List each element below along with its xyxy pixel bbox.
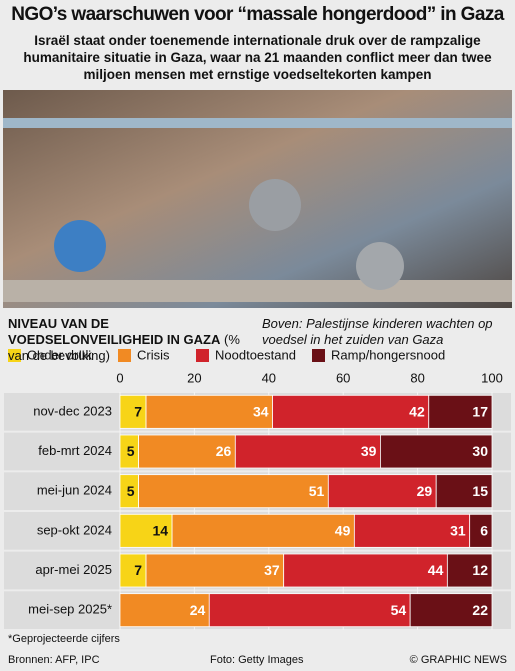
value-label: 30	[472, 443, 488, 459]
value-label: 26	[216, 443, 232, 459]
y-tick-label: sep-okt 2024	[37, 522, 112, 537]
bar-segment	[446, 553, 493, 588]
value-label: 15	[472, 483, 488, 499]
bar-segment	[234, 434, 381, 469]
legend-label: Noodtoestand	[215, 347, 296, 362]
photo-bowl	[54, 220, 106, 272]
value-label: 5	[127, 443, 135, 459]
x-tick-label: 20	[187, 370, 201, 385]
bar-segment	[469, 513, 493, 548]
bar-segment	[435, 474, 493, 509]
legend-swatch	[8, 349, 21, 362]
y-tick-label: mei-jun 2024	[37, 483, 112, 498]
legend-swatch	[118, 349, 131, 362]
value-label: 24	[190, 602, 206, 618]
value-label: 49	[335, 523, 351, 539]
legend-label: Crisis	[137, 347, 170, 362]
value-label: 39	[361, 443, 377, 459]
value-label: 37	[264, 562, 280, 578]
value-label: 7	[134, 404, 142, 420]
bar-segment	[145, 553, 285, 588]
footnote: *Geprojecteerde cijfers	[8, 633, 120, 645]
value-label: 51	[309, 483, 325, 499]
value-label: 54	[391, 602, 407, 618]
bar-segment	[353, 513, 471, 548]
legend-label: Onder druk	[27, 347, 93, 362]
bar-segment	[409, 593, 493, 628]
bar-segment	[119, 593, 210, 628]
photo-trough	[3, 280, 512, 302]
value-label: 29	[417, 483, 433, 499]
value-label: 44	[428, 562, 444, 578]
legend-label: Ramp/hongersnood	[331, 347, 445, 362]
bar-segment	[119, 394, 147, 429]
photo-railing	[3, 118, 512, 128]
copyright: © GRAPHIC NEWS	[409, 654, 507, 666]
bar-segment	[327, 474, 437, 509]
chart-title: NIVEAU VAN DE VOEDSELONVEILIGHEID IN GAZ…	[8, 316, 221, 347]
photo-pot	[356, 242, 404, 290]
sources: Bronnen: AFP, IPC	[8, 654, 100, 666]
y-tick-label: mei-sep 2025*	[28, 602, 112, 617]
value-label: 6	[480, 523, 488, 539]
legend-swatch	[312, 349, 325, 362]
bar-segment	[171, 513, 355, 548]
value-label: 12	[472, 562, 488, 578]
subtitle: Israël staat onder toenemende internatio…	[23, 33, 492, 82]
chart-unit: (% van de bevolking)	[8, 332, 240, 363]
value-label: 34	[253, 404, 269, 420]
x-tick-label: 80	[410, 370, 424, 385]
x-tick-label: 0	[116, 370, 123, 385]
value-label: 14	[153, 523, 169, 539]
bar-segment	[379, 434, 493, 469]
chart-title-block: NIVEAU VAN DE VOEDSELONVEILIGHEID IN GAZ…	[8, 316, 258, 364]
value-label: 5	[127, 483, 135, 499]
bar-segment	[272, 394, 430, 429]
photo-pot	[249, 179, 301, 231]
value-label: 7	[134, 562, 142, 578]
photo-caption: Boven: Palestijnse kinderen wachten op v…	[262, 316, 493, 347]
x-tick-label: 100	[481, 370, 503, 385]
x-tick-label: 60	[336, 370, 350, 385]
y-tick-label: apr-mei 2025	[35, 562, 112, 577]
bar-segment	[428, 394, 493, 429]
value-label: 17	[472, 404, 488, 420]
bar-segment	[119, 513, 173, 548]
bar-segment	[283, 553, 448, 588]
title: NGO’s waarschuwen voor “massale hongerdo…	[11, 4, 504, 25]
photo-credit: Foto: Getty Images	[210, 654, 304, 666]
bar-segment	[119, 553, 147, 588]
value-label: 31	[450, 523, 466, 539]
legend-swatch	[196, 349, 209, 362]
bar-segment	[138, 474, 329, 509]
value-label: 22	[472, 602, 488, 618]
y-tick-label: nov-dec 2023	[33, 403, 112, 418]
x-tick-label: 40	[262, 370, 276, 385]
bar-segment	[208, 593, 411, 628]
y-tick-label: feb-mrt 2024	[38, 443, 112, 458]
value-label: 42	[409, 404, 425, 420]
